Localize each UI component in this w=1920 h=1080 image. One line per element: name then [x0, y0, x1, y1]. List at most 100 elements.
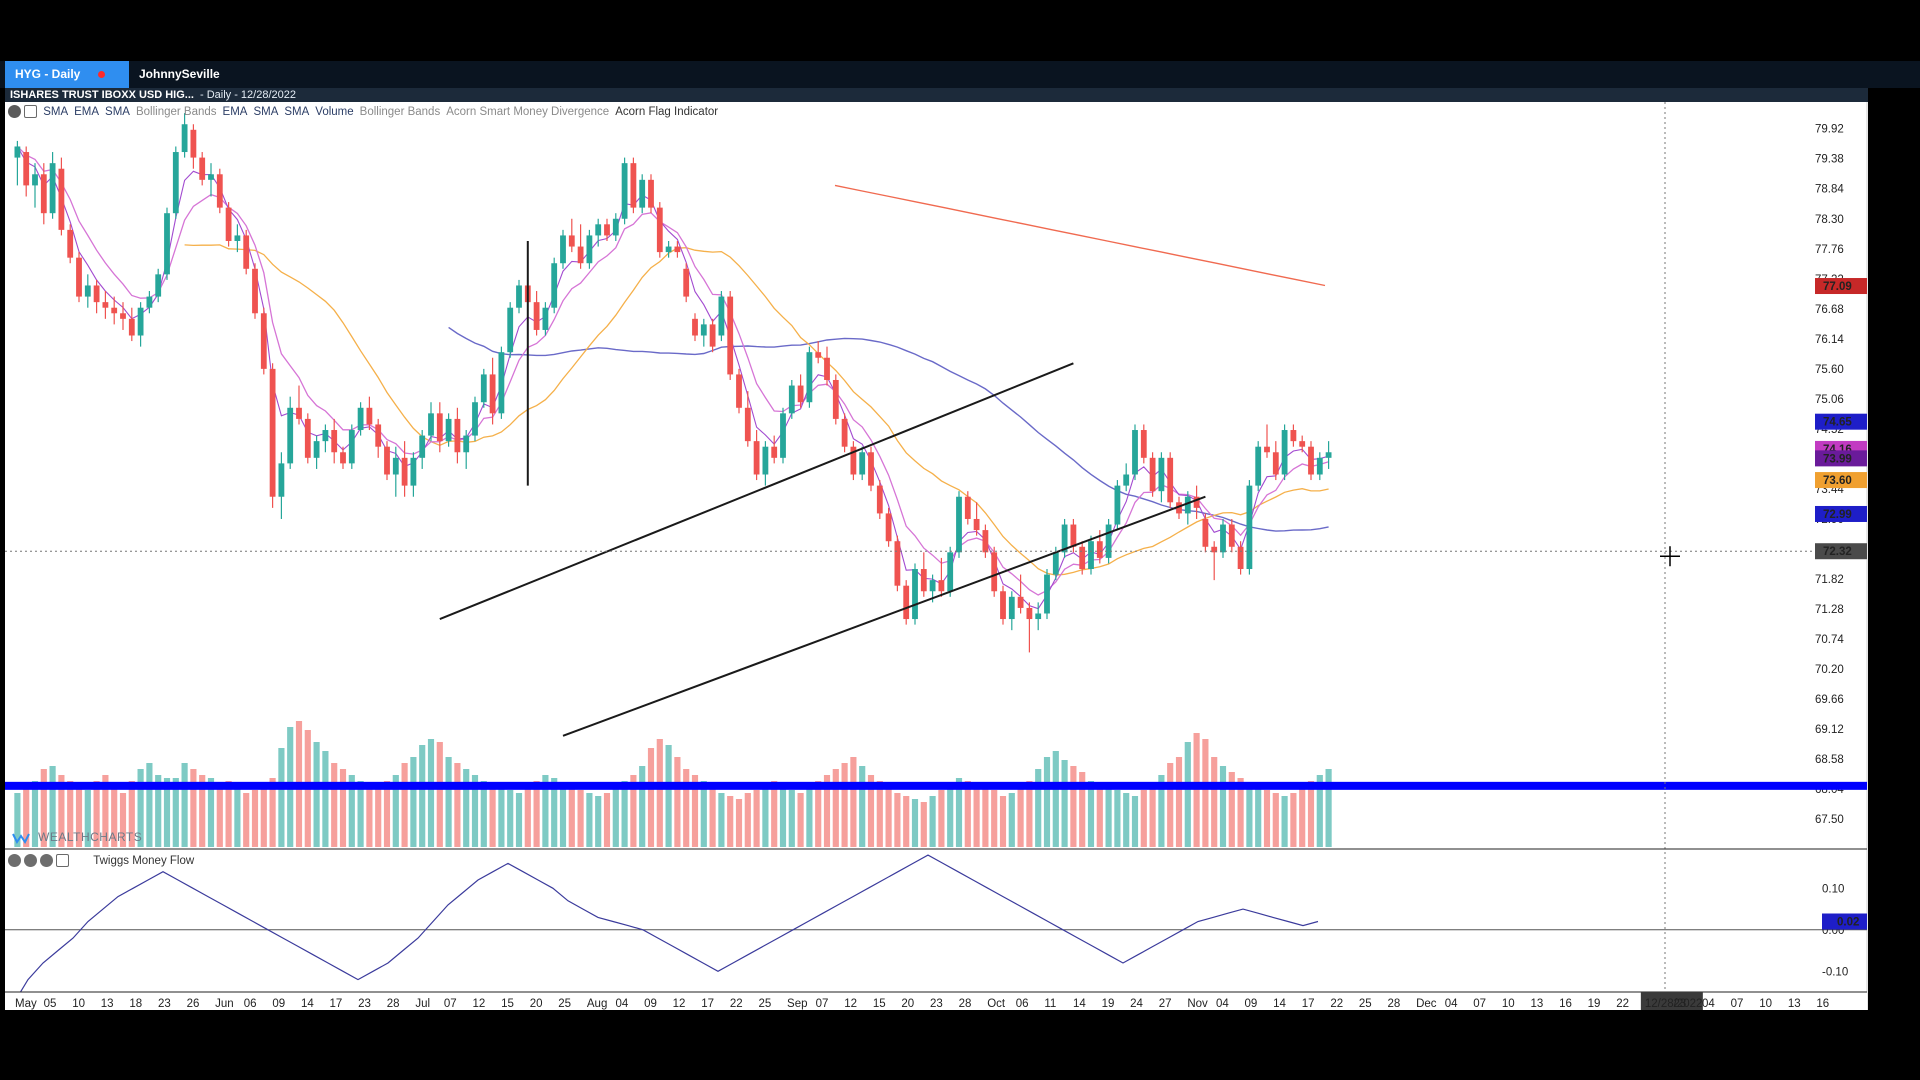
- volume-bar: [1299, 787, 1306, 847]
- candle-body: [876, 485, 883, 514]
- candle-body: [1237, 546, 1244, 570]
- settings-icon[interactable]: [8, 105, 21, 119]
- candle-body: [912, 569, 918, 620]
- volume-bar: [542, 775, 549, 847]
- candle-body: [199, 157, 206, 180]
- x-tick-label: Nov: [1187, 998, 1208, 1010]
- volume-bar: [559, 784, 567, 847]
- candle-body: [516, 285, 522, 308]
- volume-bar: [401, 763, 408, 847]
- collapse-icon[interactable]: [24, 105, 37, 119]
- volume-bar: [163, 778, 171, 847]
- volume-bar: [1167, 763, 1174, 847]
- indicator-label[interactable]: Volume: [315, 106, 354, 118]
- volume-bar: [1114, 790, 1121, 847]
- volume-bar: [31, 781, 39, 847]
- y-tick-label: 69.66: [1815, 694, 1844, 706]
- x-tick-label: 05: [44, 998, 57, 1010]
- symbol-tab[interactable]: HYG - Daily: [5, 61, 129, 88]
- x-tick-label: 14: [1073, 998, 1086, 1010]
- x-tick-label: 04: [1216, 998, 1229, 1010]
- volume-bar: [1017, 787, 1024, 847]
- x-tick-label: 17: [701, 998, 714, 1010]
- volume-bar: [225, 781, 232, 847]
- candle-body: [1299, 441, 1306, 447]
- volume-bar: [1184, 742, 1191, 847]
- volume-bar: [797, 793, 804, 847]
- candle-body: [1061, 524, 1068, 553]
- live-dot-icon: [98, 71, 106, 79]
- candle-body: [208, 174, 214, 180]
- volume-bar: [709, 787, 716, 847]
- candle-body: [1264, 446, 1270, 453]
- volume-bar: [313, 742, 320, 847]
- settings-icon[interactable]: [8, 854, 21, 868]
- y-tick-label: 78.30: [1815, 214, 1844, 226]
- candle-body: [384, 446, 390, 475]
- indicator-label[interactable]: Bollinger Bands: [135, 106, 217, 118]
- volume-bar: [322, 751, 329, 847]
- candle-body: [1211, 546, 1218, 553]
- x-tick-label: 23: [1673, 998, 1686, 1010]
- x-tick-label: 13: [1788, 998, 1801, 1010]
- volume-bar: [243, 793, 250, 847]
- volume-bar: [515, 793, 523, 847]
- indicator-label[interactable]: Bollinger Bands: [359, 106, 441, 118]
- indicator-list: SMA EMA SMA Bollinger Bands EMA SMA SMA Volume B…: [43, 106, 724, 118]
- candle-body: [621, 163, 628, 219]
- x-tick-label: 17: [330, 998, 343, 1010]
- candle-body: [278, 463, 285, 497]
- chart-area[interactable]: 79.9279.3878.8478.3077.7677.2276.6876.14…: [5, 102, 1868, 1010]
- arrow-up-icon[interactable]: [40, 854, 53, 868]
- candle-body: [14, 146, 21, 158]
- indicator-label[interactable]: SMA: [253, 106, 279, 118]
- horizontal-level-line: [5, 781, 1867, 790]
- indicator-label[interactable]: SMA: [284, 106, 310, 118]
- x-tick-label: 28: [387, 998, 400, 1010]
- candle-body: [313, 441, 320, 458]
- indicator-label[interactable]: Acorn Smart Money Divergence: [446, 106, 610, 118]
- x-tick-label: 12: [473, 998, 486, 1010]
- candle-body: [480, 374, 487, 403]
- volume-bar: [841, 763, 848, 847]
- crosshair-date-label: 12/28/2022: [1645, 998, 1703, 1010]
- x-tick-label: 24: [1130, 998, 1143, 1010]
- x-tick-label: 09: [272, 998, 285, 1010]
- candle-body: [568, 235, 575, 247]
- candle-body: [348, 430, 355, 464]
- x-tick-label: 22: [1330, 998, 1343, 1010]
- candle-body: [692, 318, 698, 336]
- volume-bar: [1149, 784, 1156, 847]
- indicator-label[interactable]: SMA: [43, 106, 69, 118]
- candle-body: [1070, 524, 1077, 547]
- volume-bar: [999, 796, 1007, 847]
- volume-bar: [1237, 778, 1244, 847]
- volume-bar: [832, 769, 839, 847]
- volume-bar: [357, 781, 364, 847]
- x-tick-label: 04: [1445, 998, 1458, 1010]
- price-chart[interactable]: 79.9279.3878.8478.3077.7677.2276.6876.14…: [5, 102, 1868, 1010]
- candle-body: [102, 302, 109, 308]
- volume-bar: [788, 790, 795, 847]
- candle-body: [780, 413, 786, 458]
- candle-body: [1105, 524, 1112, 558]
- candle-body: [700, 324, 707, 336]
- volume-bar: [674, 757, 681, 847]
- candle-body: [718, 296, 725, 336]
- candle-body: [269, 368, 276, 497]
- indicator-label[interactable]: EMA: [74, 106, 100, 118]
- x-tick-label: 16: [1559, 998, 1572, 1010]
- user-tab[interactable]: JohnnySeville: [129, 61, 329, 88]
- collapse-icon[interactable]: [56, 854, 69, 868]
- arrow-down-icon[interactable]: [24, 854, 37, 868]
- volume-bar: [630, 775, 637, 847]
- volume-bar: [1070, 766, 1077, 847]
- candle-body: [498, 352, 505, 414]
- volume-bar: [427, 739, 435, 847]
- indicator-label[interactable]: Acorn Flag Indicator: [615, 106, 719, 118]
- volume-bar: [207, 778, 215, 847]
- indicator-label[interactable]: EMA: [222, 106, 248, 118]
- indicator-pane-label: Twiggs Money Flow: [8, 852, 194, 870]
- volume-bar: [507, 790, 514, 847]
- indicator-label[interactable]: SMA: [105, 106, 130, 118]
